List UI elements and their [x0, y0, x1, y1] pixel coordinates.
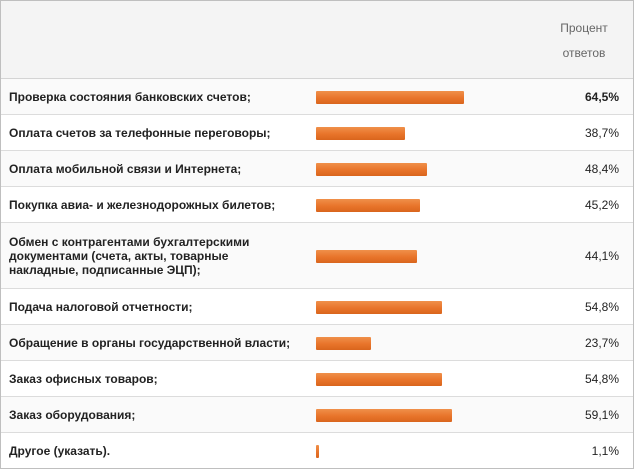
value-label: 44,1%	[584, 248, 619, 263]
value-label: 48,4%	[584, 161, 619, 176]
bar-track	[316, 336, 546, 350]
row-label: Оплата мобильной связи и Интернета;	[9, 161, 242, 176]
bar-track	[316, 408, 546, 422]
row-label: Обращение в органы государственной власт…	[9, 335, 291, 350]
bar-track	[316, 249, 546, 263]
value-label: 54,8%	[584, 371, 619, 386]
row-label: Другое (указать).	[9, 444, 111, 458]
row-label: Обмен с контрагентами бухгалтерскими док…	[9, 234, 250, 277]
bar	[316, 126, 405, 140]
bar	[316, 90, 464, 104]
table-header: Процент ответов	[1, 1, 633, 79]
row-label: Подача налоговой отчетности;	[9, 299, 193, 314]
bar	[316, 162, 427, 176]
bar-track	[316, 126, 546, 140]
row-label: Покупка авиа- и железнодорожных билетов;	[9, 197, 276, 212]
results-rows: Проверка состояния банковских счетов; 64,…	[1, 79, 633, 469]
bar	[316, 249, 417, 263]
row-label: Проверка состояния банковских счетов;	[9, 89, 251, 104]
value-label: 45,2%	[584, 197, 619, 212]
table-row: Оплата мобильной связи и Интернета; 48,4%	[1, 151, 633, 187]
percent-header-line1: Процент	[560, 21, 608, 35]
row-label: Оплата счетов за телефонные переговоры;	[9, 125, 271, 140]
row-label: Заказ оборудования;	[9, 407, 136, 422]
bar	[316, 336, 371, 350]
value-label: 54,8%	[584, 299, 619, 314]
percent-header-line2: ответов	[562, 46, 606, 60]
bar-track	[316, 300, 546, 314]
percent-column-header: Процент ответов	[549, 16, 619, 66]
bar-track	[316, 162, 546, 176]
value-label: 38,7%	[584, 125, 619, 140]
table-row: Оплата счетов за телефонные переговоры; 3…	[1, 115, 633, 151]
bar	[316, 408, 452, 422]
bar-track	[316, 198, 546, 212]
table-row: Другое (указать). 1,1%	[1, 433, 633, 469]
value-label: 1,1%	[591, 444, 619, 458]
value-label: 23,7%	[584, 335, 619, 350]
bar	[316, 198, 420, 212]
table-row: Заказ офисных товаров; 54,8%	[1, 361, 633, 397]
value-label: 59,1%	[584, 407, 619, 422]
bar	[316, 300, 442, 314]
value-label: 64,5%	[584, 89, 619, 104]
table-row: Покупка авиа- и железнодорожных билетов;…	[1, 187, 633, 223]
table-row: Обращение в органы государственной власт…	[1, 325, 633, 361]
bar-track	[316, 372, 546, 386]
bar-track	[316, 90, 546, 104]
table-row: Заказ оборудования; 59,1%	[1, 397, 633, 433]
table-row: Проверка состояния банковских счетов; 64,…	[1, 79, 633, 115]
table-row: Подача налоговой отчетности; 54,8%	[1, 289, 633, 325]
table-row: Обмен с контрагентами бухгалтерскими док…	[1, 223, 633, 289]
bar	[316, 372, 442, 386]
row-label: Заказ офисных товаров;	[9, 371, 158, 386]
bar-track	[316, 445, 546, 458]
bar	[316, 445, 319, 458]
